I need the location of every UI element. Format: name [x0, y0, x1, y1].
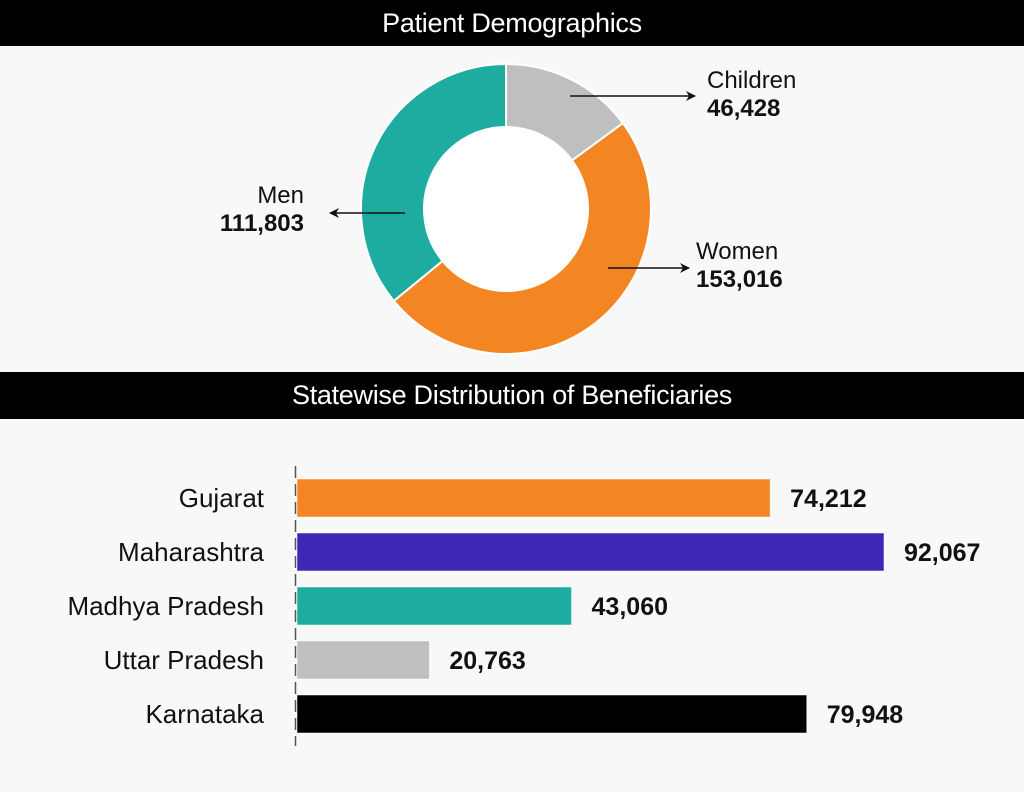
- bar-chart-title: Statewise Distribution of Beneficiaries: [0, 372, 1024, 419]
- bar-gujarat: [296, 478, 771, 518]
- bar-value-label: 20,763: [449, 647, 525, 675]
- bar-value-label: 92,067: [904, 539, 980, 567]
- label-children-name: Children: [707, 67, 796, 94]
- category-label: Maharashtra: [118, 537, 264, 567]
- bar-madhya-pradesh: [296, 586, 573, 626]
- donut-labels: Children 46,428 Men 111,803 Women 153,01…: [220, 67, 797, 293]
- donut-hole: [425, 128, 587, 290]
- donut-chart-title: Patient Demographics: [0, 0, 1024, 46]
- bar-value-label: 74,212: [790, 485, 866, 513]
- bar-uttar-pradesh: [296, 640, 430, 680]
- label-children-value: 46,428: [707, 95, 780, 122]
- category-label: Karnataka: [145, 699, 264, 729]
- bar-maharashtra: [296, 532, 885, 572]
- donut-chart: [360, 62, 652, 355]
- donut-slice-women: [392, 121, 652, 355]
- label-men-name: Men: [257, 182, 304, 209]
- bar-karnataka: [296, 694, 808, 734]
- category-label: Madhya Pradesh: [67, 591, 264, 621]
- category-label: Gujarat: [179, 483, 265, 513]
- category-label: Uttar Pradesh: [104, 645, 264, 675]
- bar-chart: Gujarat 74,212 Maharashtra 92,067 Madhya Pra…: [67, 466, 980, 746]
- label-women-value: 153,016: [696, 266, 783, 293]
- bar-value-label: 43,060: [592, 593, 668, 621]
- bar-value-label: 79,948: [827, 701, 904, 729]
- label-women-name: Women: [696, 238, 778, 265]
- label-men-value: 111,803: [220, 210, 304, 237]
